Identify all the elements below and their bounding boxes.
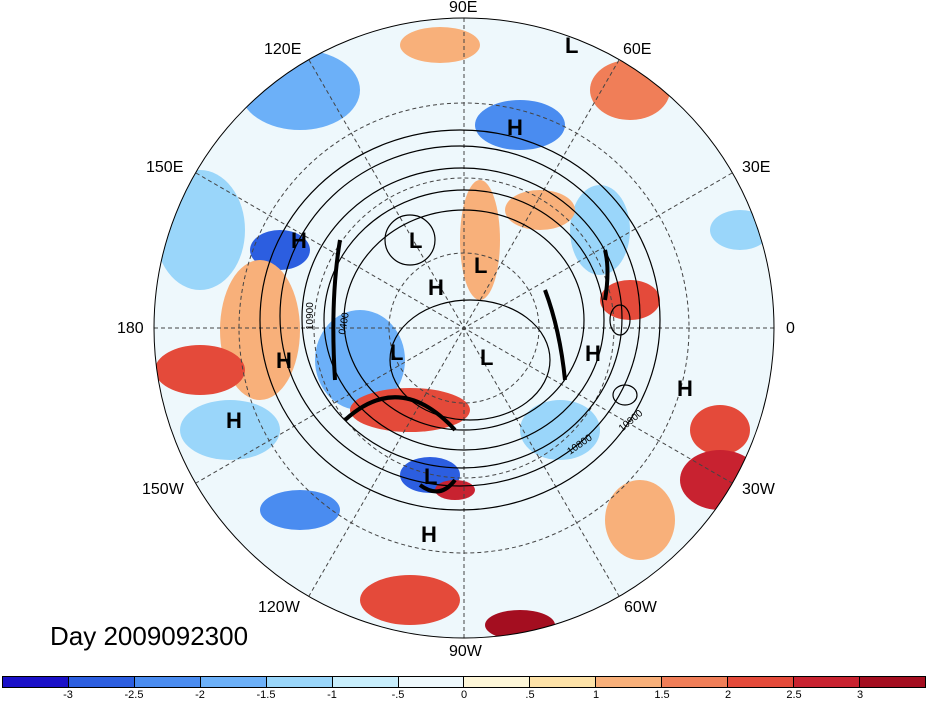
- high-center: H: [507, 115, 523, 140]
- contour-label: 0400: [337, 311, 352, 335]
- colorbar-segment: [398, 677, 465, 687]
- colorbar-segment: [728, 677, 795, 687]
- contour-label: 10900: [305, 302, 316, 330]
- high-center: H: [428, 275, 444, 300]
- high-center: H: [276, 348, 292, 373]
- lon-label-0: 0: [786, 320, 795, 337]
- jet-contours: [331, 239, 610, 494]
- colorbar-tick-label: 3: [856, 689, 864, 701]
- lon-label-120w: 120W: [258, 599, 300, 616]
- colorbar-segment: [662, 677, 729, 687]
- height-contours: [259, 129, 661, 511]
- lon-label-120e: 120E: [264, 41, 302, 58]
- colorbar-segment: [794, 677, 860, 687]
- colorbar-segment: [859, 677, 925, 687]
- high-center: H: [421, 522, 437, 547]
- colorbar-ticks: -3 -2.5 -2 -1.5 -1 -.5 0 .5 1 1.5 2 2.5 3: [2, 690, 926, 702]
- low-center: L: [424, 464, 438, 489]
- high-center: H: [585, 341, 601, 366]
- graticule: [154, 18, 774, 638]
- lon-label-60e: 60E: [623, 41, 652, 58]
- colorbar-segment: [134, 677, 201, 687]
- lon-label-150e: 150E: [146, 159, 184, 176]
- colorbar-tick-label: 2: [724, 689, 732, 701]
- colorbar-segment: [200, 677, 267, 687]
- low-center: L: [480, 345, 494, 370]
- colorbar-tick-label: 1.5: [654, 689, 670, 701]
- low-center: L: [565, 33, 579, 58]
- colorbar-tick-label: -.5: [391, 689, 405, 701]
- lon-label-30e: 30E: [742, 159, 771, 176]
- colorbar-segment: [68, 677, 135, 687]
- colorbar-segment: [596, 677, 663, 687]
- lon-label-90w: 90W: [449, 643, 482, 660]
- low-center: L: [474, 253, 488, 278]
- colorbar-segment: [530, 677, 597, 687]
- colorbar-tick-label: -3: [63, 689, 73, 701]
- colorbar: [2, 676, 926, 688]
- colorbar-tick-label: 0: [460, 689, 468, 701]
- colorbar-tick-label: -2.5: [124, 689, 144, 701]
- colorbar-tick-label: 2.5: [786, 689, 802, 701]
- colorbar-tick-label: 1: [592, 689, 600, 701]
- high-center: H: [226, 408, 242, 433]
- lon-label-150w: 150W: [142, 481, 184, 498]
- colorbar-tick-label: .5: [525, 689, 535, 701]
- day-label: Day 2009092300: [50, 621, 249, 651]
- low-center: L: [390, 340, 404, 365]
- colorbar-segment: [3, 677, 69, 687]
- map-boundary: [153, 17, 775, 639]
- colorbar-segment: [332, 677, 399, 687]
- colorbar-tick-label: -2: [195, 689, 205, 701]
- colorbar-segment: [266, 677, 333, 687]
- colorbar-segment: [464, 677, 531, 687]
- lon-label-60w: 60W: [624, 599, 657, 616]
- polar-map: 10900 0400 10800 10900: [153, 17, 775, 639]
- high-center: H: [291, 228, 307, 253]
- low-center: L: [409, 228, 423, 253]
- lon-label-180: 180: [117, 320, 144, 337]
- high-center: H: [677, 376, 693, 401]
- colorbar-tick-label: -1: [327, 689, 337, 701]
- lon-label-30w: 30W: [742, 481, 775, 498]
- lon-label-90e: 90E: [449, 0, 478, 16]
- colorbar-tick-label: -1.5: [256, 689, 276, 701]
